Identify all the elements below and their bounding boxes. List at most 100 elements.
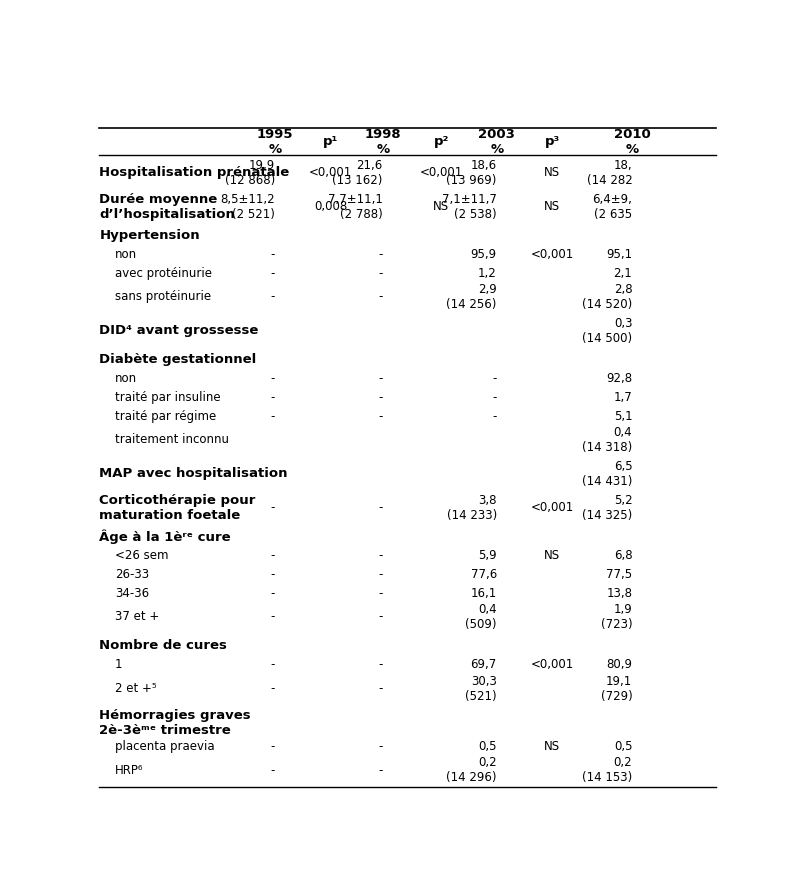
Text: -: - xyxy=(270,740,275,753)
Text: 7,1±11,7
(2 538): 7,1±11,7 (2 538) xyxy=(442,193,497,221)
Text: -: - xyxy=(378,586,383,600)
Text: 80,9: 80,9 xyxy=(607,658,632,671)
Text: 26-33: 26-33 xyxy=(114,568,149,581)
Text: sans protéinurie: sans protéinurie xyxy=(114,291,211,303)
Text: -: - xyxy=(270,682,275,695)
Text: 95,1: 95,1 xyxy=(607,248,632,261)
Text: 69,7: 69,7 xyxy=(471,658,497,671)
Text: 1,2: 1,2 xyxy=(478,266,497,280)
Text: 18,6
(13 969): 18,6 (13 969) xyxy=(447,158,497,187)
Text: Corticothérapie pour
maturation foetale: Corticothérapie pour maturation foetale xyxy=(99,494,256,522)
Text: NS: NS xyxy=(433,200,449,213)
Text: -: - xyxy=(378,682,383,695)
Text: -: - xyxy=(378,763,383,777)
Text: placenta praevia: placenta praevia xyxy=(114,740,215,753)
Text: 34-36: 34-36 xyxy=(114,586,149,600)
Text: non: non xyxy=(114,372,137,385)
Text: <0,001: <0,001 xyxy=(530,502,574,514)
Text: 1995
%: 1995 % xyxy=(257,128,293,156)
Text: 0,4
(509): 0,4 (509) xyxy=(465,603,497,631)
Text: 0,5: 0,5 xyxy=(614,740,632,753)
Text: 2010
%: 2010 % xyxy=(614,128,650,156)
Text: 1: 1 xyxy=(114,658,122,671)
Text: -: - xyxy=(378,409,383,423)
Text: 2,8
(14 520): 2,8 (14 520) xyxy=(582,283,632,311)
Text: <0,001: <0,001 xyxy=(530,658,574,671)
Text: -: - xyxy=(270,248,275,261)
Text: -: - xyxy=(492,409,497,423)
Text: -: - xyxy=(270,586,275,600)
Text: Hypertension: Hypertension xyxy=(99,229,200,242)
Text: 37 et +: 37 et + xyxy=(114,611,159,623)
Text: 3,8
(14 233): 3,8 (14 233) xyxy=(447,494,497,522)
Text: -: - xyxy=(378,740,383,753)
Text: -: - xyxy=(378,372,383,385)
Text: -: - xyxy=(270,391,275,404)
Text: Hospitalisation prénatale: Hospitalisation prénatale xyxy=(99,166,289,179)
Text: 2 et +⁵: 2 et +⁵ xyxy=(114,682,157,695)
Text: -: - xyxy=(270,763,275,777)
Text: 0,5: 0,5 xyxy=(479,740,497,753)
Text: 0,2
(14 296): 0,2 (14 296) xyxy=(446,756,497,784)
Text: traité par régime: traité par régime xyxy=(114,409,216,423)
Text: NS: NS xyxy=(544,166,560,179)
Text: -: - xyxy=(378,248,383,261)
Text: -: - xyxy=(270,372,275,385)
Text: 19,9
(12 868): 19,9 (12 868) xyxy=(225,158,275,187)
Text: <0,001: <0,001 xyxy=(308,166,352,179)
Text: -: - xyxy=(270,658,275,671)
Text: -: - xyxy=(378,549,383,562)
Text: 13,8: 13,8 xyxy=(607,586,632,600)
Text: -: - xyxy=(378,658,383,671)
Text: 7,7±11,1
(2 788): 7,7±11,1 (2 788) xyxy=(328,193,383,221)
Text: 8,5±11,2
(2 521): 8,5±11,2 (2 521) xyxy=(220,193,275,221)
Text: traitement inconnu: traitement inconnu xyxy=(114,434,229,446)
Text: avec protéinurie: avec protéinurie xyxy=(114,266,211,280)
Text: 1998
%: 1998 % xyxy=(364,128,401,156)
Text: 1,9
(723): 1,9 (723) xyxy=(601,603,632,631)
Text: 0,4
(14 318): 0,4 (14 318) xyxy=(582,426,632,454)
Text: -: - xyxy=(492,391,497,404)
Text: <0,001: <0,001 xyxy=(420,166,463,179)
Text: traité par insuline: traité par insuline xyxy=(114,391,220,404)
Text: -: - xyxy=(270,568,275,581)
Text: 2,1: 2,1 xyxy=(614,266,632,280)
Text: non: non xyxy=(114,248,137,261)
Text: Nombre de cures: Nombre de cures xyxy=(99,639,227,653)
Text: 5,2
(14 325): 5,2 (14 325) xyxy=(582,494,632,522)
Text: p¹: p¹ xyxy=(323,135,338,148)
Text: <0,001: <0,001 xyxy=(530,248,574,261)
Text: -: - xyxy=(270,409,275,423)
Text: HRP⁶: HRP⁶ xyxy=(114,763,143,777)
Text: 92,8: 92,8 xyxy=(607,372,632,385)
Text: 1,7: 1,7 xyxy=(614,391,632,404)
Text: 6,4±9,
(2 635: 6,4±9, (2 635 xyxy=(592,193,632,221)
Text: 0,3
(14 500): 0,3 (14 500) xyxy=(582,317,632,345)
Text: NS: NS xyxy=(544,200,560,213)
Text: 5,9: 5,9 xyxy=(478,549,497,562)
Text: 95,9: 95,9 xyxy=(471,248,497,261)
Text: 6,8: 6,8 xyxy=(614,549,632,562)
Text: -: - xyxy=(378,266,383,280)
Text: NS: NS xyxy=(544,740,560,753)
Text: 18,
(14 282: 18, (14 282 xyxy=(587,158,632,187)
Text: 30,3
(521): 30,3 (521) xyxy=(465,674,497,703)
Text: Diabète gestationnel: Diabète gestationnel xyxy=(99,353,257,367)
Text: -: - xyxy=(270,266,275,280)
Text: 21,6
(13 162): 21,6 (13 162) xyxy=(332,158,383,187)
Text: -: - xyxy=(378,391,383,404)
Text: NS: NS xyxy=(544,549,560,562)
Text: MAP avec hospitalisation: MAP avec hospitalisation xyxy=(99,468,288,480)
Text: Hémorragies graves
2è-3èᵐᵉ trimestre: Hémorragies graves 2è-3èᵐᵉ trimestre xyxy=(99,709,251,737)
Text: Durée moyenne
d’l’hospitalisation: Durée moyenne d’l’hospitalisation xyxy=(99,193,235,221)
Text: -: - xyxy=(492,372,497,385)
Text: DID⁴ avant grossesse: DID⁴ avant grossesse xyxy=(99,325,258,337)
Text: -: - xyxy=(378,568,383,581)
Text: -: - xyxy=(270,611,275,623)
Text: p³: p³ xyxy=(545,135,560,148)
Text: 0,2
(14 153): 0,2 (14 153) xyxy=(582,756,632,784)
Text: 5,1: 5,1 xyxy=(614,409,632,423)
Text: -: - xyxy=(378,502,383,514)
Text: 77,6: 77,6 xyxy=(471,568,497,581)
Text: 2003
%: 2003 % xyxy=(479,128,515,156)
